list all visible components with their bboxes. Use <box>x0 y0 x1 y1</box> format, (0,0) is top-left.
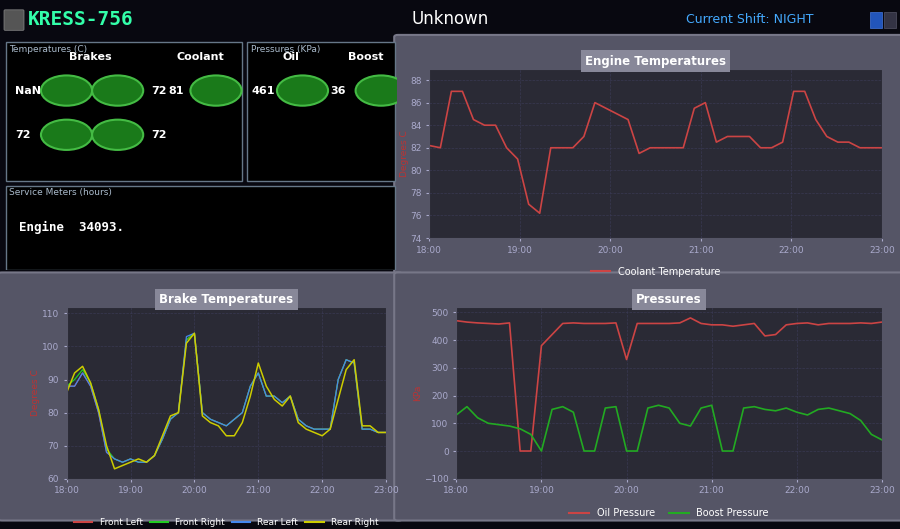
Text: Engine  34093.: Engine 34093. <box>19 221 124 234</box>
FancyBboxPatch shape <box>5 42 241 181</box>
Text: Service Meters (hours): Service Meters (hours) <box>10 188 112 197</box>
Text: 72: 72 <box>151 86 166 96</box>
Text: 81: 81 <box>169 86 184 96</box>
Title: Brake Temperatures: Brake Temperatures <box>159 293 293 306</box>
Text: 461: 461 <box>251 86 274 96</box>
Text: 36: 36 <box>330 86 346 96</box>
Y-axis label: Degrees C: Degrees C <box>400 130 409 177</box>
Text: Unknown: Unknown <box>411 10 489 28</box>
FancyBboxPatch shape <box>4 10 24 30</box>
Y-axis label: KPa: KPa <box>413 385 422 401</box>
FancyBboxPatch shape <box>870 12 882 28</box>
Text: Boost: Boost <box>347 52 383 62</box>
Text: KRESS-756: KRESS-756 <box>28 10 134 29</box>
Title: Pressures: Pressures <box>636 293 702 306</box>
FancyBboxPatch shape <box>248 42 395 181</box>
Title: Engine Temperatures: Engine Temperatures <box>585 54 726 68</box>
Legend: Coolant Temperature: Coolant Temperature <box>587 263 725 280</box>
Legend: Oil Pressure, Boost Pressure: Oil Pressure, Boost Pressure <box>565 504 773 522</box>
Circle shape <box>92 120 143 150</box>
Text: 72: 72 <box>151 130 166 140</box>
Circle shape <box>191 76 241 106</box>
Text: Coolant: Coolant <box>176 52 224 62</box>
Text: 72: 72 <box>15 130 31 140</box>
Text: Oil: Oil <box>283 52 299 62</box>
Legend: Front Left, Front Right, Rear Left, Rear Right: Front Left, Front Right, Rear Left, Rear… <box>71 515 382 529</box>
Y-axis label: Degrees C: Degrees C <box>32 369 40 416</box>
Circle shape <box>41 76 92 106</box>
Text: NaN: NaN <box>15 86 41 96</box>
Circle shape <box>356 76 407 106</box>
Circle shape <box>41 120 92 150</box>
Circle shape <box>277 76 328 106</box>
Text: Pressures (KPa): Pressures (KPa) <box>251 45 320 54</box>
Circle shape <box>92 76 143 106</box>
Text: Current Shift: NIGHT: Current Shift: NIGHT <box>686 13 814 25</box>
Text: Brakes: Brakes <box>68 52 112 62</box>
FancyBboxPatch shape <box>884 12 896 28</box>
Text: Temperatures (C): Temperatures (C) <box>10 45 87 54</box>
FancyBboxPatch shape <box>5 186 395 270</box>
